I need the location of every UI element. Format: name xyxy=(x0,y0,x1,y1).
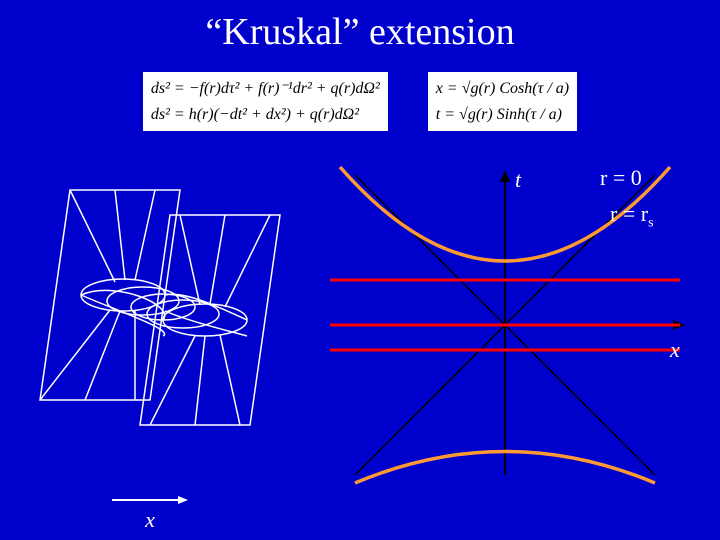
r-zero-label: r = 0 xyxy=(600,165,642,191)
kruskal-diagram: t r = 0 r = rs x xyxy=(320,165,690,485)
main-diagram-area: t r = 0 r = rs x xyxy=(0,175,720,515)
x-direction-arrow: x xyxy=(100,495,200,533)
eq-right-line1: x = √g(r) Cosh(τ / a) xyxy=(436,76,569,102)
r-s-label: r = rs xyxy=(610,201,654,231)
equation-box-right: x = √g(r) Cosh(τ / a) t = √g(r) Sinh(τ /… xyxy=(428,72,577,131)
page-title: “Kruskal” extension xyxy=(0,0,720,54)
wormhole-diagram xyxy=(35,180,285,470)
eq-left-line1: ds² = −f(r)dτ² + f(r)⁻¹dr² + q(r)dΩ² xyxy=(151,76,380,102)
t-axis-label: t xyxy=(515,167,521,193)
equations-row: ds² = −f(r)dτ² + f(r)⁻¹dr² + q(r)dΩ² ds²… xyxy=(0,72,720,131)
x-direction-label: x xyxy=(100,507,200,533)
x-axis-label: x xyxy=(670,337,680,363)
equation-box-left: ds² = −f(r)dτ² + f(r)⁻¹dr² + q(r)dΩ² ds²… xyxy=(143,72,388,131)
eq-right-line2: t = √g(r) Sinh(τ / a) xyxy=(436,102,569,128)
eq-left-line2: ds² = h(r)(−dt² + dx²) + q(r)dΩ² xyxy=(151,102,380,128)
